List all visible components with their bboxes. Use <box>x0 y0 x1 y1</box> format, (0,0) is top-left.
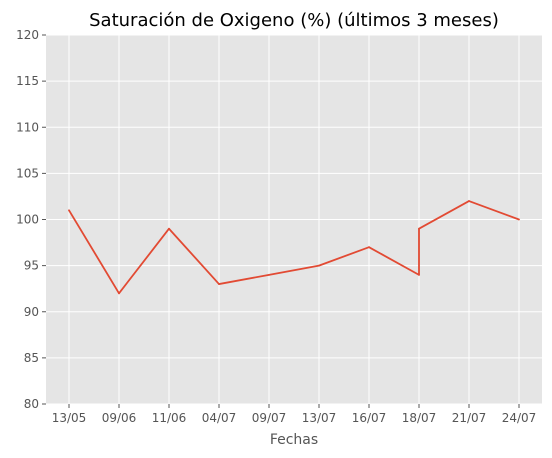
y-tick-label: 120 <box>16 28 39 42</box>
x-axis-ticks: 13/05 09/06 11/06 04/07 09/07 13/07 16/07 18/07… <box>52 404 537 425</box>
y-tick-label: 90 <box>24 305 39 319</box>
x-tick-label: 13/07 <box>302 411 337 425</box>
data-point <box>168 227 170 230</box>
y-tick-label: 100 <box>16 213 39 227</box>
x-tick-label: 04/07 <box>202 411 237 425</box>
x-tick-label: 24/07 <box>502 411 537 425</box>
x-axis-title: Fechas <box>270 432 318 448</box>
data-point <box>418 227 420 230</box>
series-layer <box>68 200 520 295</box>
x-tick-label: 09/07 <box>252 411 287 425</box>
y-tick-label: 110 <box>16 120 39 134</box>
y-axis-ticks: 80 85 90 95 100 105 110 115 120 <box>16 28 46 411</box>
gridlines <box>46 34 542 405</box>
data-point <box>68 209 70 212</box>
data-point <box>418 273 420 276</box>
data-point <box>468 200 470 202</box>
data-point <box>518 218 520 221</box>
data-point <box>118 292 120 295</box>
data-point <box>368 246 370 249</box>
x-tick-label: 21/07 <box>452 411 487 425</box>
y-tick-label: 115 <box>16 74 39 88</box>
data-point <box>318 264 320 267</box>
x-tick-label: 11/06 <box>152 411 187 425</box>
y-tick-label: 80 <box>24 397 39 411</box>
x-tick-label: 13/05 <box>52 411 87 425</box>
data-point <box>218 283 220 285</box>
x-tick-label: 18/07 <box>402 411 437 425</box>
y-tick-label: 95 <box>24 259 39 273</box>
chart-title: Saturación de Oxigeno (%) (últimos 3 mes… <box>89 10 499 31</box>
y-tick-label: 85 <box>24 351 39 365</box>
data-point <box>268 273 270 276</box>
x-tick-label: 09/06 <box>102 411 137 425</box>
y-tick-label: 105 <box>16 166 39 180</box>
x-tick-label: 16/07 <box>352 411 387 425</box>
